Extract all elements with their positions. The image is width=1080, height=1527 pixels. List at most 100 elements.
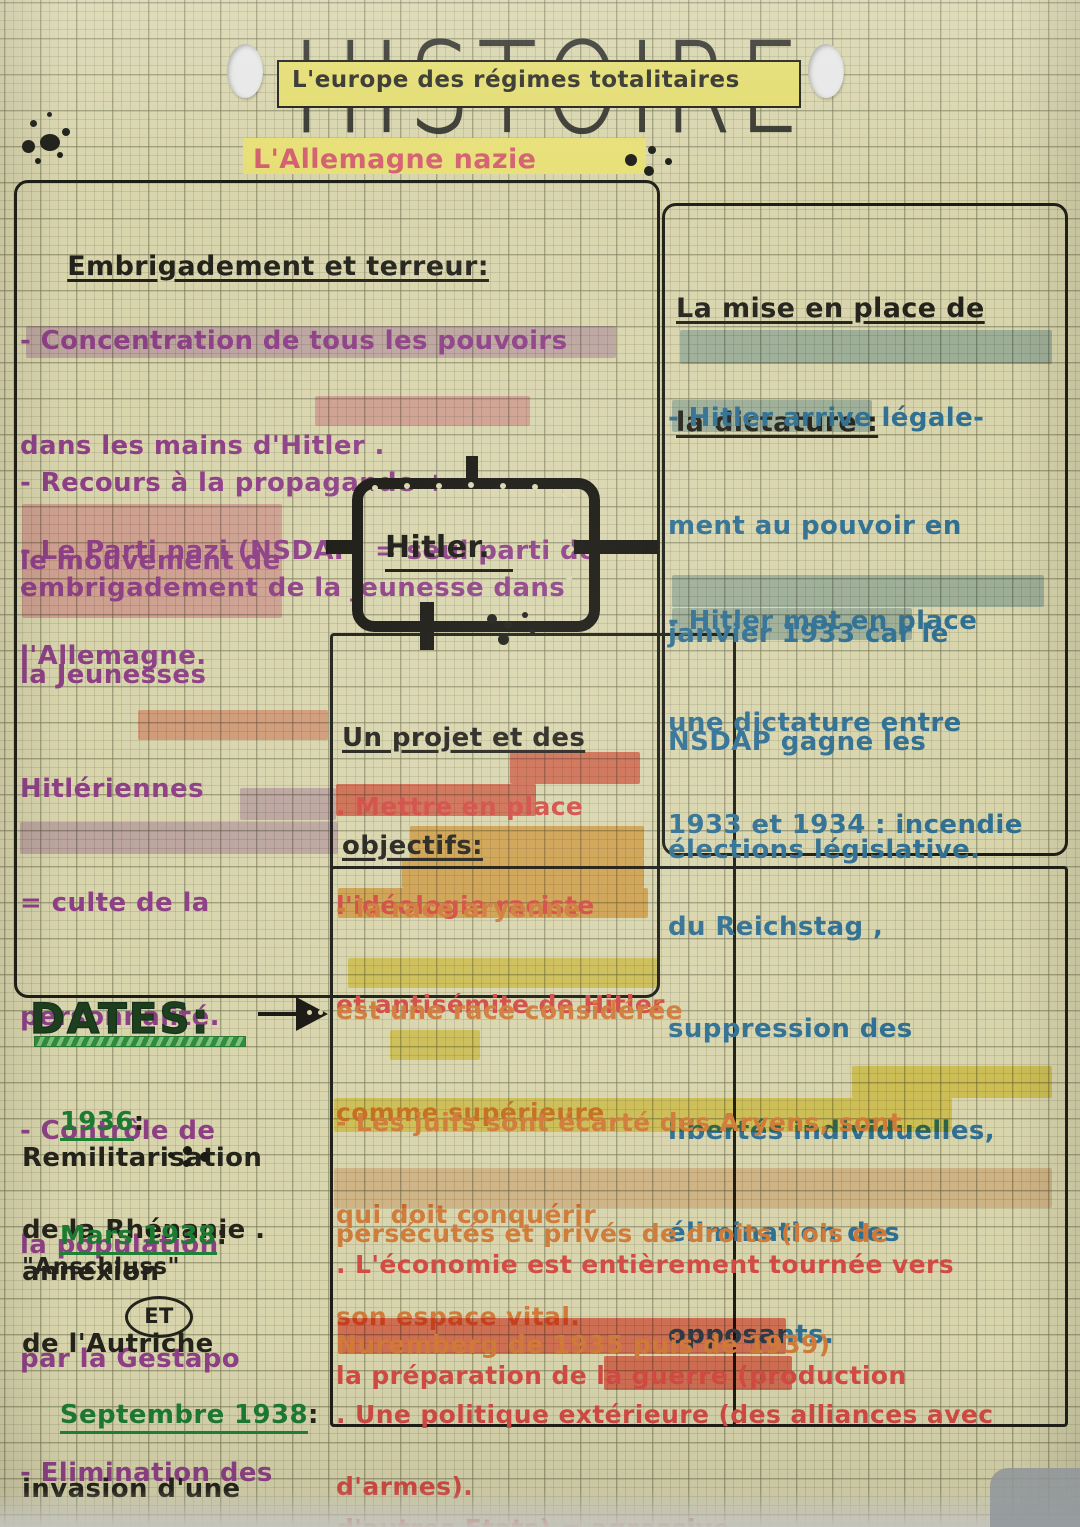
right-line: janvier 1933 car le — [668, 619, 949, 649]
box-consequences — [330, 866, 1068, 1427]
desk-edge — [990, 1468, 1080, 1527]
highlight-arrive-legalement-1 — [680, 330, 1052, 364]
right-line: une dictature entre — [668, 708, 962, 738]
date-item-mars-1938: Mars 1938: annexion de l'Autriche — [22, 1182, 332, 1434]
center-box-bullet-1: . Mettre en place l'idéologie raciste et… — [336, 724, 696, 1087]
date-body: : Remilitarisation — [22, 1107, 263, 1173]
doodle-dot — [183, 1146, 192, 1155]
dates-title: DATES: — [29, 993, 211, 1043]
center-line: est une race considérée — [336, 996, 683, 1025]
left-line: par la Gestapo — [20, 1344, 241, 1374]
date-body: : — [308, 1400, 319, 1430]
doodle-dot — [62, 128, 70, 136]
left-box-body-3: le mouvement de la Jeunesses Hitlérienne… — [20, 466, 320, 1527]
left-line: Hitlériennes — [20, 774, 204, 804]
date-body-2: de la Rhénanie . — [22, 1215, 266, 1245]
highlight-janvier-1933 — [672, 400, 872, 432]
date-body: : annexion — [22, 1221, 237, 1287]
center-box-heading-l1: Un projet et des — [342, 723, 586, 753]
right-box-heading-l2: la dictature : — [676, 407, 879, 438]
dates-arrow-shaft — [258, 1012, 302, 1016]
right-line: NSDAP gagne les — [668, 727, 927, 757]
date-label: Mars 1938 — [59, 1221, 217, 1255]
right-box-heading-l1: La mise en place de — [676, 293, 985, 324]
doodle-dot — [665, 158, 672, 165]
highlight-juifs — [390, 1030, 480, 1060]
right-line: élections législative. — [668, 835, 981, 865]
wide-line: . L'économie est entièrement tournée ver… — [336, 1250, 954, 1279]
highlight-dictature-entre — [672, 575, 1044, 607]
center-line: et antisémite de Hitler — [336, 990, 665, 1019]
highlight-camps — [240, 788, 336, 820]
doodle-dot — [648, 146, 656, 154]
box-dictature — [662, 203, 1068, 856]
doodle-dot — [644, 166, 654, 176]
left-line: - Contrôle de — [20, 1116, 216, 1146]
hole-punch-left — [227, 44, 263, 98]
dates-arrow-head — [296, 997, 328, 1031]
left-line: le mouvement de — [20, 546, 281, 576]
hole-punch-right — [808, 44, 844, 98]
highlight-concentrations — [20, 822, 338, 854]
wide-line: Nuremberg de 1935 puis de 1939) — [336, 1330, 831, 1359]
title-banner-box — [277, 60, 801, 108]
wide-line: la préparation de la guerre (production — [336, 1361, 907, 1390]
right-box-bullet-1: - Hitler arrive légale- ment au pouvoir … — [668, 328, 1066, 940]
highlight-superieure — [338, 888, 648, 918]
doodle-heart — [40, 134, 60, 151]
right-box-heading: La mise en place de la dictature : — [676, 214, 1056, 518]
right-line: - Hitler met en place — [668, 606, 978, 636]
highlight-economie — [334, 1168, 1052, 1208]
subtitle-highlight — [243, 138, 646, 174]
highlight-jeunesses-hitleriennes — [22, 504, 282, 618]
center-line: . Mettre en place — [336, 792, 584, 821]
right-line: élimination des — [668, 1218, 901, 1248]
center-line: - la race aryenne — [336, 894, 581, 923]
highlight-antisemite — [336, 784, 536, 816]
highlight-race-consideree — [402, 858, 644, 888]
highlight-agressive — [604, 1356, 792, 1390]
highlight-lois-de — [852, 1066, 1052, 1098]
doodle-dot — [57, 152, 63, 158]
left-box-heading-text: Embrigadement et terreur: — [67, 251, 489, 283]
center-box-heading-l2: objectifs: — [342, 831, 483, 861]
left-line: la population — [20, 1230, 219, 1260]
right-line: du Reichstag , — [668, 912, 884, 942]
doodle-dot — [200, 1152, 210, 1162]
doodle-dot — [498, 634, 509, 645]
doodle-dot — [35, 158, 41, 164]
highlight-parti-nazi — [26, 326, 616, 358]
dates-title-underline — [34, 1036, 246, 1047]
highlight-1933-1934 — [672, 608, 912, 640]
doodle-dot — [47, 112, 52, 117]
doodle-dot — [183, 1160, 190, 1167]
center-box-heading: Un projet et des objectifs: — [342, 648, 682, 936]
wide-box-bullet-1: - Les juifs sont écarté des Aryens, sont… — [336, 1030, 1056, 1437]
left-line: - Elimination des — [20, 1458, 273, 1488]
left-line: l'Allemagne. — [20, 641, 207, 671]
doodle-dot — [30, 120, 37, 127]
wide-line: - Les juifs sont écarté des Aryens, sont — [336, 1108, 903, 1137]
left-box-body-1: - Concentration de tous les pouvoirs dan… — [20, 254, 652, 744]
doodle-dot — [504, 621, 512, 629]
doodle-dot — [522, 612, 528, 618]
left-line: = culte de la — [20, 888, 210, 918]
et-connector: ET — [125, 1296, 193, 1338]
anschluss-quote: "Anschluss" — [22, 1254, 180, 1280]
left-line: dans les mains d'Hitler . — [20, 431, 385, 461]
date-label: Septembre 1938 — [59, 1400, 309, 1434]
highlight-nuremberg — [334, 1098, 952, 1132]
title-banner-text: L'europe des régimes totalitaires — [292, 67, 740, 93]
highlight-espace-vital — [348, 958, 658, 988]
right-line: suppression des — [668, 1014, 913, 1044]
highlight-raciste — [510, 752, 640, 784]
left-line: embrigadement de la jeunesse dans — [20, 573, 566, 603]
highlight-gestapo — [138, 710, 328, 740]
doodle-dot — [625, 154, 637, 166]
highlight-propagande — [315, 396, 530, 426]
doodle-dot — [530, 629, 535, 634]
doodle-dot — [487, 614, 497, 624]
left-box-heading: Embrigadement et terreur: — [28, 214, 489, 319]
subtitle: L'Allemagne nazie — [253, 144, 537, 175]
highlight-aryenne — [410, 826, 644, 858]
